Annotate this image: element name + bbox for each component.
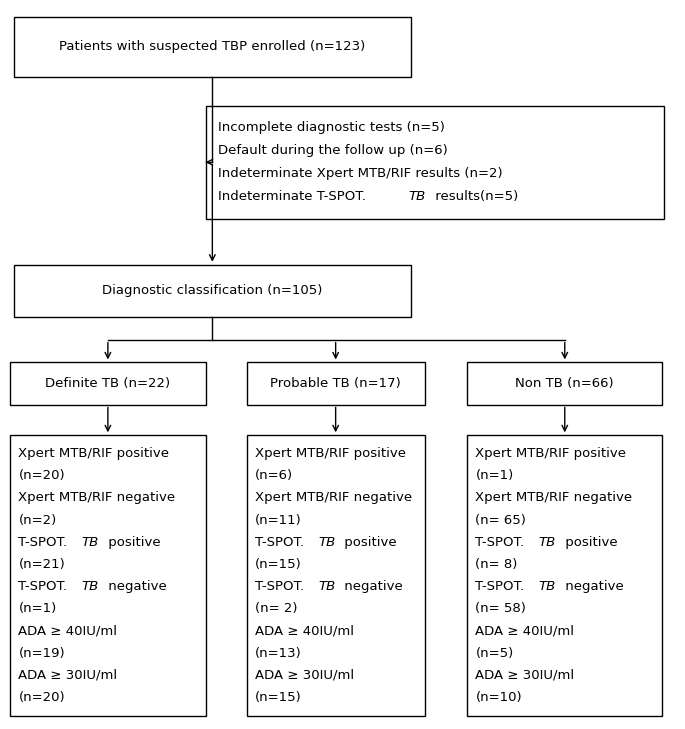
Text: T-SPOT.: T-SPOT.	[18, 536, 68, 549]
Text: Xpert MTB/RIF negative: Xpert MTB/RIF negative	[475, 491, 632, 504]
Text: Definite TB (n=22): Definite TB (n=22)	[45, 377, 171, 390]
Text: (n=1): (n=1)	[475, 469, 514, 483]
Text: Xpert MTB/RIF positive: Xpert MTB/RIF positive	[18, 447, 169, 460]
Text: (n= 65): (n= 65)	[475, 514, 526, 526]
Text: ADA ≥ 40IU/ml: ADA ≥ 40IU/ml	[255, 625, 354, 637]
Bar	[467, 435, 662, 716]
Text: (n=13): (n=13)	[255, 647, 301, 660]
Text: Probable TB (n=17): Probable TB (n=17)	[271, 377, 401, 390]
Text: Non TB (n=66): Non TB (n=66)	[516, 377, 614, 390]
Bar	[10, 435, 206, 716]
Text: ADA ≥ 40IU/ml: ADA ≥ 40IU/ml	[475, 625, 575, 637]
Text: positive: positive	[340, 536, 397, 549]
Text: (n=5): (n=5)	[475, 647, 514, 660]
Text: Xpert MTB/RIF positive: Xpert MTB/RIF positive	[475, 447, 626, 460]
Text: Patients with suspected TBP enrolled (n=123): Patients with suspected TBP enrolled (n=…	[59, 40, 366, 53]
Text: ADA ≥ 30IU/ml: ADA ≥ 30IU/ml	[18, 668, 118, 682]
Text: (n=20): (n=20)	[18, 469, 65, 483]
Text: TB: TB	[409, 190, 426, 203]
Text: T-SPOT.: T-SPOT.	[475, 580, 525, 593]
Text: TB: TB	[319, 536, 336, 549]
Text: (n=21): (n=21)	[18, 558, 65, 571]
Text: TB: TB	[539, 580, 556, 593]
Text: (n= 58): (n= 58)	[475, 602, 526, 615]
Bar	[14, 17, 411, 77]
Text: (n=15): (n=15)	[255, 691, 301, 704]
Text: (n=6): (n=6)	[255, 469, 293, 483]
Bar	[14, 265, 411, 317]
Text: positive: positive	[104, 536, 161, 549]
Text: ADA ≥ 40IU/ml: ADA ≥ 40IU/ml	[18, 625, 118, 637]
Text: (n=10): (n=10)	[475, 691, 522, 704]
Text: ADA ≥ 30IU/ml: ADA ≥ 30IU/ml	[255, 668, 354, 682]
Text: (n=20): (n=20)	[18, 691, 65, 704]
Bar	[206, 106, 664, 219]
Bar	[10, 362, 206, 405]
Bar	[247, 362, 425, 405]
Text: Xpert MTB/RIF positive: Xpert MTB/RIF positive	[255, 447, 406, 460]
Text: Indeterminate T-SPOT.: Indeterminate T-SPOT.	[218, 190, 366, 203]
Text: T-SPOT.: T-SPOT.	[475, 536, 525, 549]
Text: T-SPOT.: T-SPOT.	[18, 580, 68, 593]
Text: TB: TB	[82, 536, 99, 549]
Text: TB: TB	[82, 580, 99, 593]
Text: results(n=5): results(n=5)	[431, 190, 518, 203]
Text: Incomplete diagnostic tests (n=5): Incomplete diagnostic tests (n=5)	[218, 121, 445, 134]
Text: (n= 8): (n= 8)	[475, 558, 518, 571]
Text: Indeterminate Xpert MTB/RIF results (n=2): Indeterminate Xpert MTB/RIF results (n=2…	[218, 167, 503, 180]
Text: positive: positive	[561, 536, 618, 549]
Text: (n=2): (n=2)	[18, 514, 57, 526]
Text: (n= 2): (n= 2)	[255, 602, 297, 615]
Text: T-SPOT.: T-SPOT.	[255, 580, 304, 593]
Text: TB: TB	[319, 580, 336, 593]
Text: negative: negative	[340, 580, 403, 593]
Text: Diagnostic classification (n=105): Diagnostic classification (n=105)	[102, 284, 323, 297]
Text: negative: negative	[561, 580, 624, 593]
Text: Xpert MTB/RIF negative: Xpert MTB/RIF negative	[18, 491, 175, 504]
Bar	[247, 435, 425, 716]
Text: (n=11): (n=11)	[255, 514, 301, 526]
Text: (n=19): (n=19)	[18, 647, 65, 660]
Bar	[467, 362, 662, 405]
Text: T-SPOT.: T-SPOT.	[255, 536, 304, 549]
Text: negative: negative	[104, 580, 167, 593]
Text: (n=15): (n=15)	[255, 558, 301, 571]
Text: Xpert MTB/RIF negative: Xpert MTB/RIF negative	[255, 491, 412, 504]
Text: (n=1): (n=1)	[18, 602, 57, 615]
Text: Default during the follow up (n=6): Default during the follow up (n=6)	[218, 144, 447, 157]
Text: ADA ≥ 30IU/ml: ADA ≥ 30IU/ml	[475, 668, 575, 682]
Text: TB: TB	[539, 536, 556, 549]
